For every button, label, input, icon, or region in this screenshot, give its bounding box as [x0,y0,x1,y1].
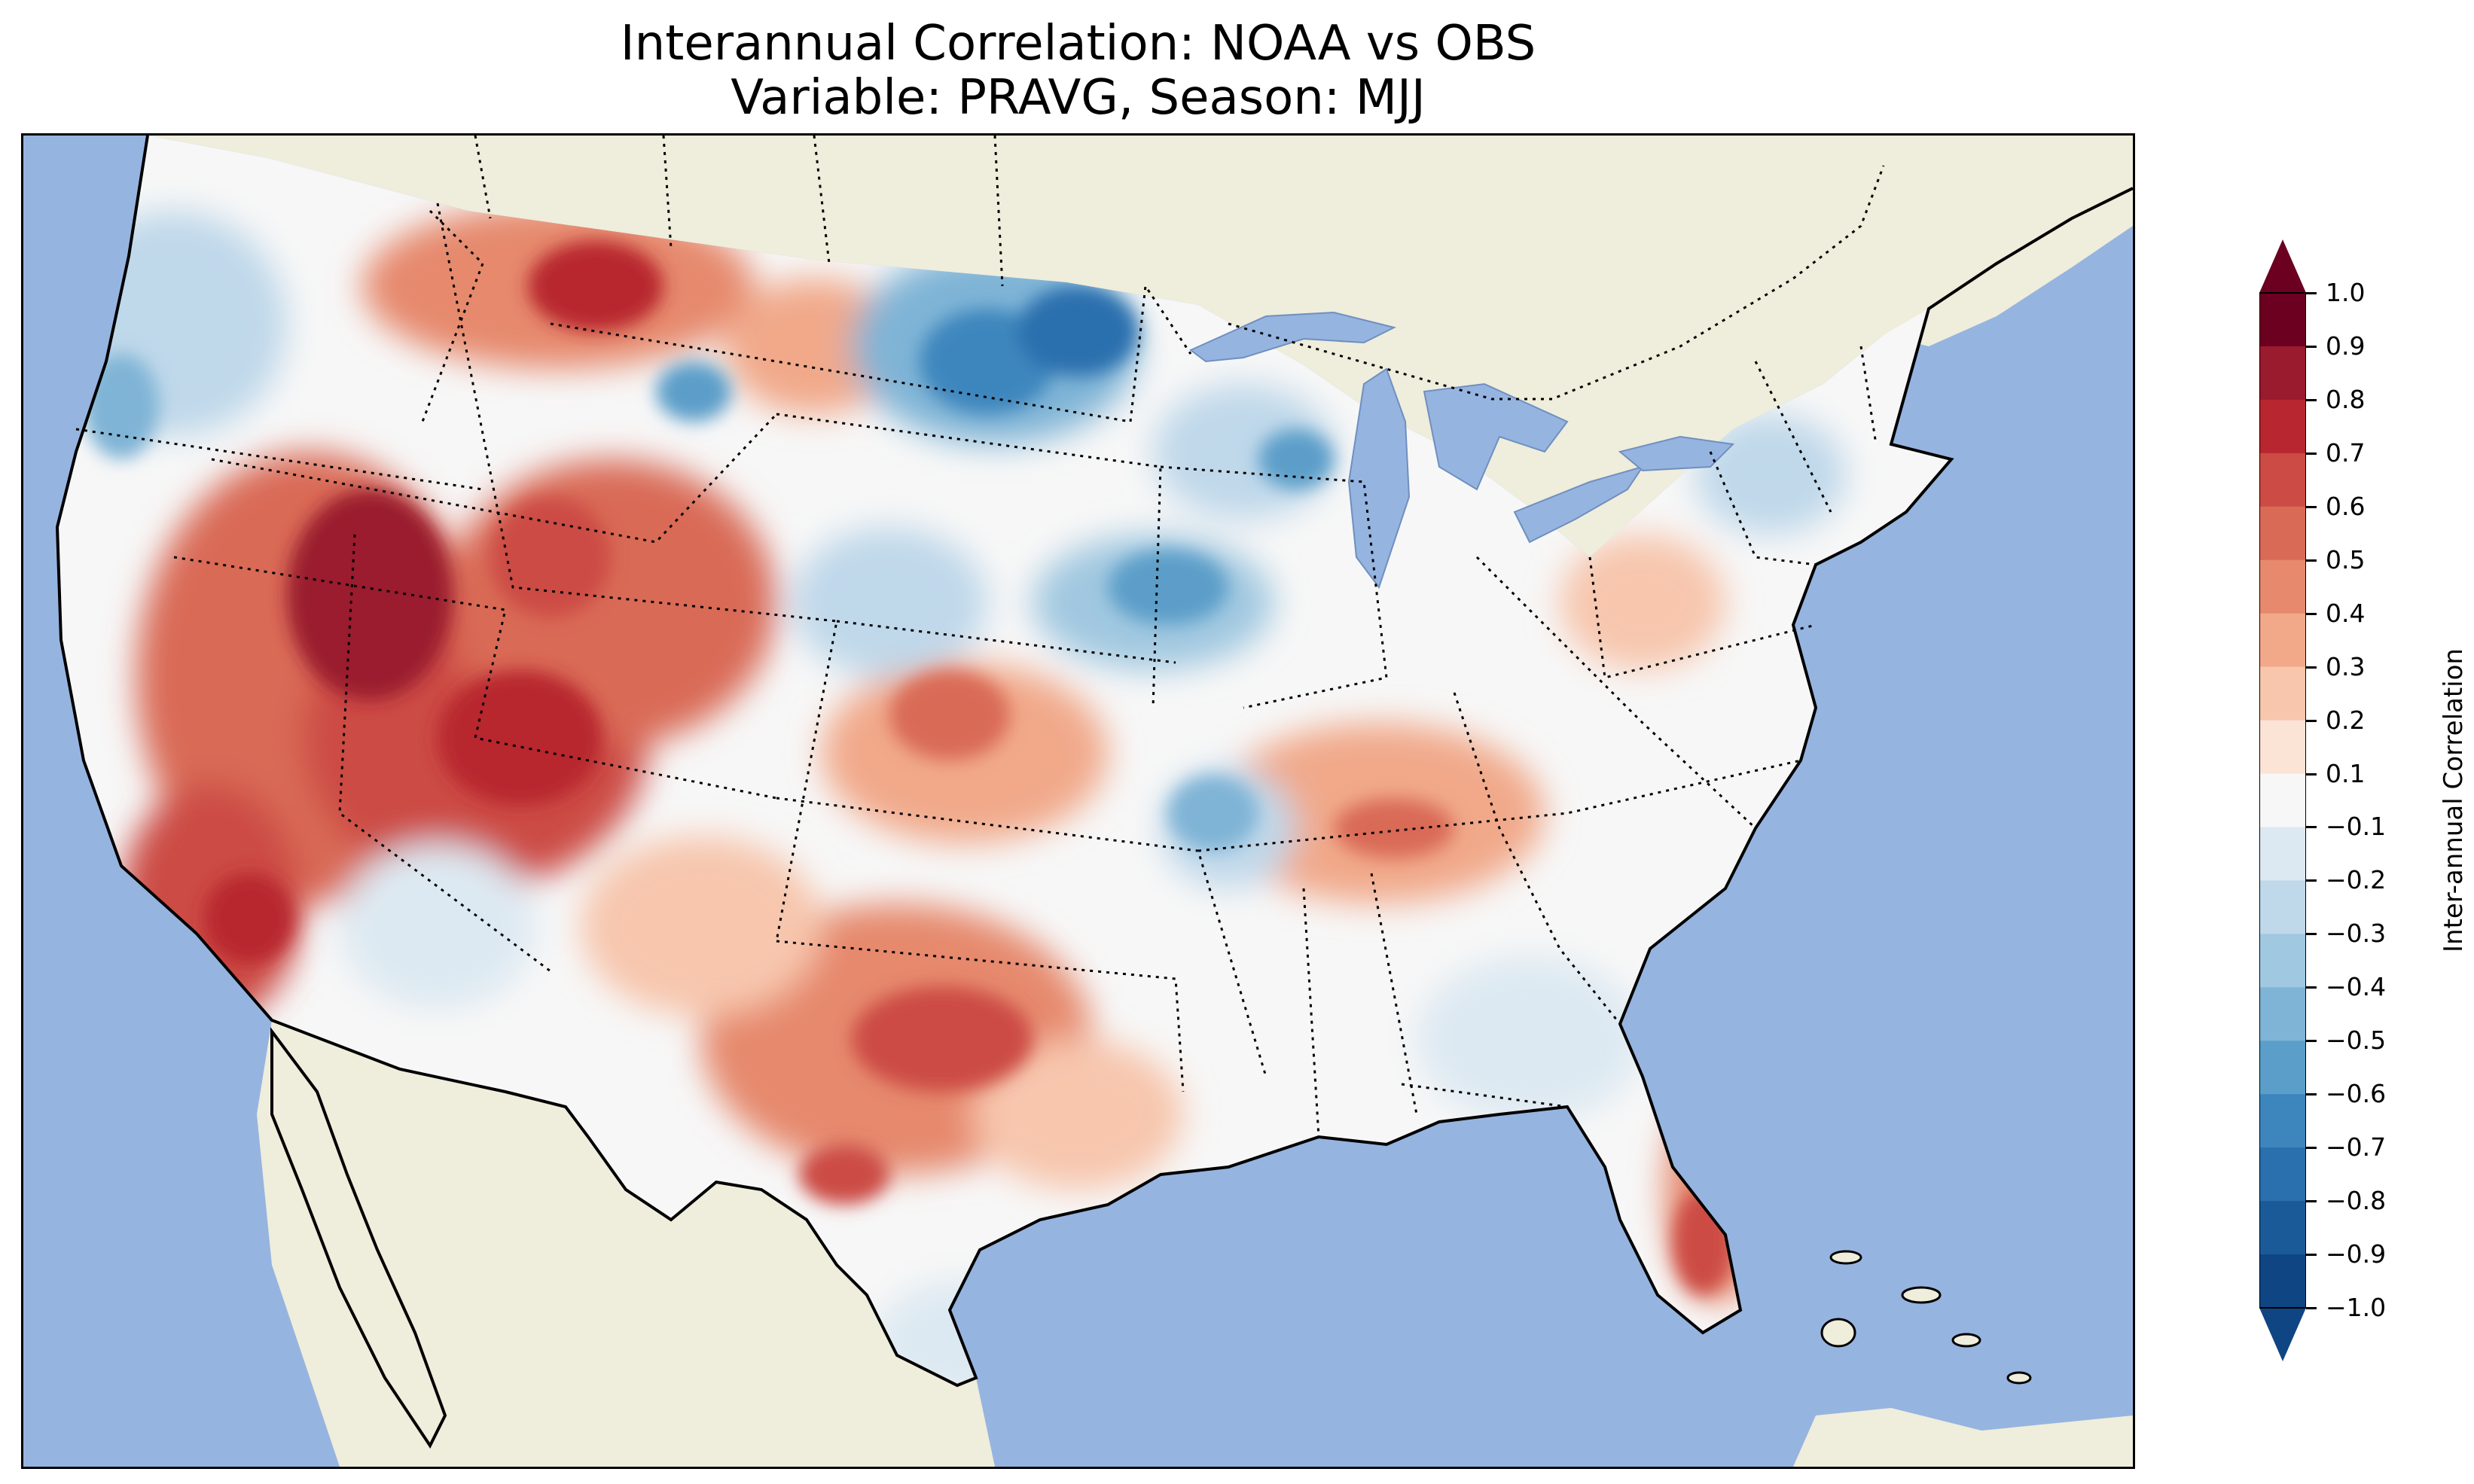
colorbar-segment [2259,1041,2306,1095]
colorbar-tick-mark [2306,772,2317,776]
colorbar-tick-mark [2306,986,2317,989]
map-title-line-1: Interannual Correlation: NOAA vs OBS [620,16,1536,72]
colorbar-segment [2259,453,2306,507]
colorbar-tick-label: −0.3 [2326,919,2387,949]
colorbar-tick-mark [2306,398,2317,401]
colorbar-tick-label: 1.0 [2326,278,2366,307]
colorbar-tick-mark [2306,666,2317,669]
colorbar-tick-mark [2306,1307,2317,1309]
colorbar-tick-mark [2306,933,2317,936]
colorbar-tick-label: −1.0 [2326,1293,2387,1322]
colorbar-tick-mark [2306,1093,2317,1096]
colorbar-tick-label: 0.2 [2326,705,2366,735]
colorbar-label: Inter-annual Correlation [2439,648,2469,952]
colorbar-tick-mark [2306,826,2317,829]
colorbar-segment [2259,773,2306,828]
colorbar-segment [2259,613,2306,668]
colorbar-segment [2259,987,2306,1041]
colorbar-segment [2259,720,2306,775]
colorbar [2259,239,2306,1361]
colorbar-segment [2259,506,2306,561]
colorbar-tick-label: −0.6 [2326,1079,2387,1109]
colorbar-segment [2259,1201,2306,1255]
colorbar-tick-mark [2306,345,2317,348]
colorbar-tick-mark [2306,452,2317,455]
colorbar-tick-label: 0.1 [2326,758,2366,788]
colorbar-extend-min [2259,1308,2306,1361]
colorbar-tick-label: −0.5 [2326,1025,2387,1056]
map-title-line-2: Variable: PRAVG, Season: MJJ [731,70,1426,126]
colorbar-tick-label: 0.5 [2326,544,2366,574]
colorbar-segment [2259,827,2306,882]
colorbar-tick-mark [2306,1040,2317,1043]
colorbar-tick-label: −0.9 [2326,1239,2387,1269]
colorbar-segment [2259,559,2306,614]
map-frame [21,133,2135,1469]
colorbar-segment [2259,1147,2306,1202]
colorbar-tick-label: −0.4 [2326,972,2387,1002]
colorbar-tick-mark [2306,719,2317,722]
colorbar-segment [2259,293,2306,347]
colorbar-segment [2259,399,2306,454]
colorbar-tick-label: 0.9 [2326,331,2366,361]
colorbar-segment [2259,880,2306,934]
colorbar-tick-label: −0.1 [2326,812,2387,842]
colorbar-tick-label: −0.2 [2326,865,2387,895]
colorbar-segment [2259,1094,2306,1148]
colorbar-tick-mark [2306,1147,2317,1150]
colorbar-tick-mark [2306,505,2317,508]
colorbar-tick-label: 0.8 [2326,384,2366,414]
colorbar-tick-label: 0.6 [2326,491,2366,521]
colorbar-segment [2259,1254,2306,1309]
colorbar-tick-mark [2306,1254,2317,1257]
colorbar-extend-max [2259,239,2306,293]
colorbar-segment [2259,934,2306,988]
colorbar-tick-label: −0.8 [2326,1186,2387,1216]
colorbar-tick-label: 0.7 [2326,437,2366,468]
colorbar-segment [2259,346,2306,401]
colorbar-tick-mark [2306,879,2317,882]
colorbar-tick-mark [2306,292,2317,294]
colorbar-segment [2259,666,2306,721]
colorbar-tick-label: −0.7 [2326,1132,2387,1163]
colorbar-tick-mark [2306,612,2317,615]
colorbar-tick-label: 0.4 [2326,598,2366,628]
colorbar-tick-label: 0.3 [2326,651,2366,681]
colorbar-tick-mark [2306,559,2317,562]
colorbar-tick-mark [2306,1200,2317,1203]
